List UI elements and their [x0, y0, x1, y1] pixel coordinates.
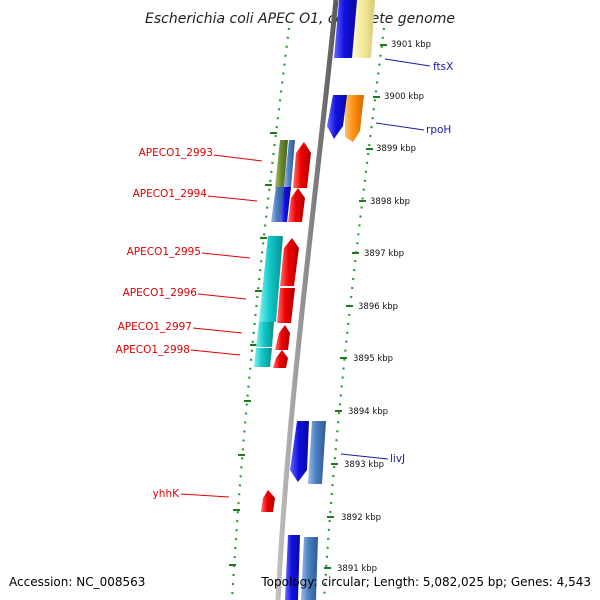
- cds-olive-2993[interactable]: [275, 140, 288, 188]
- kbp-label: 3894 kbp: [348, 407, 388, 417]
- cds-yellow-ftsX[interactable]: [351, 0, 375, 58]
- kbp-label: 3898 kbp: [370, 197, 410, 207]
- left-leader-lines: [180, 154, 263, 498]
- cds-orange-rpoH[interactable]: [345, 95, 364, 142]
- gene-label-apeco1-2993[interactable]: APECO1_2993: [139, 147, 213, 159]
- topology-text: Topology: circular; Length: 5,082,025 bp…: [260, 575, 591, 589]
- gene-label-apeco1-2997[interactable]: APECO1_2997: [118, 321, 192, 333]
- gene-label-apeco1-2994[interactable]: APECO1_2994: [133, 188, 208, 200]
- gene-label-rpoh[interactable]: rpoH: [426, 124, 451, 136]
- gene-label-ftsx[interactable]: ftsX: [433, 61, 453, 73]
- gene-label-livj[interactable]: livJ: [390, 453, 405, 465]
- gene-label-apeco1-2998[interactable]: APECO1_2998: [116, 344, 190, 356]
- cds-red-2997[interactable]: [275, 325, 290, 350]
- left-ring-ticks: [229, 132, 277, 566]
- genome-backbone: [275, 0, 339, 600]
- cds-steel-2993[interactable]: [284, 140, 295, 188]
- gene-labels-left: APECO1_2993 APECO1_2994 APECO1_2995 APEC…: [116, 147, 213, 500]
- right-ring-ticks: [324, 44, 387, 569]
- cds-red-2996[interactable]: [277, 288, 295, 323]
- cds-blue-top[interactable]: [334, 0, 357, 58]
- cds-steel-bottom[interactable]: [301, 537, 318, 600]
- cds-red-2993[interactable]: [293, 142, 311, 188]
- gene-labels-right: ftsX rpoH livJ: [390, 61, 453, 465]
- outer-ring-left: [230, 27, 291, 600]
- cds-steel-livJ[interactable]: [308, 421, 326, 484]
- kbp-label: 3891 kbp: [337, 564, 377, 574]
- kbp-label: 3897 kbp: [364, 249, 404, 259]
- cds-cyan-2998[interactable]: [254, 348, 272, 367]
- cds-cyan-2997[interactable]: [256, 322, 274, 347]
- kbp-tick-labels: 3901 kbp 3900 kbp 3899 kbp 3898 kbp 3897…: [337, 40, 431, 574]
- outer-features: [285, 0, 375, 600]
- kbp-label: 3899 kbp: [376, 144, 416, 154]
- accession-text: Accession: NC_008563: [9, 575, 145, 589]
- kbp-label: 3901 kbp: [391, 40, 431, 50]
- gene-label-yhhk[interactable]: yhhK: [153, 488, 181, 500]
- cds-blue-2994[interactable]: [280, 187, 291, 222]
- right-leader-lines: [340, 58, 431, 460]
- cds-red-2998[interactable]: [273, 350, 288, 368]
- inner-features: [254, 140, 311, 512]
- kbp-label: 3892 kbp: [341, 513, 381, 523]
- gene-label-apeco1-2995[interactable]: APECO1_2995: [127, 246, 201, 258]
- map-title: Escherichia coli APEC O1, complete genom…: [145, 11, 455, 27]
- cds-cyan-2995-2996[interactable]: [259, 236, 283, 322]
- kbp-label: 3896 kbp: [358, 302, 398, 312]
- kbp-label: 3893 kbp: [344, 460, 384, 470]
- gene-label-apeco1-2996[interactable]: APECO1_2996: [123, 287, 198, 299]
- kbp-label: 3900 kbp: [384, 92, 424, 102]
- outer-ring-right: [322, 27, 386, 600]
- cds-red-yhhK[interactable]: [261, 490, 275, 512]
- cds-red-2995[interactable]: [280, 238, 299, 286]
- cds-red-2994[interactable]: [288, 188, 305, 222]
- cds-steel-2994[interactable]: [271, 187, 284, 222]
- cds-blue-rpoH-adjacent[interactable]: [327, 95, 347, 139]
- kbp-label: 3895 kbp: [353, 354, 393, 364]
- cds-blue-bottom[interactable]: [285, 535, 300, 600]
- cds-blue-livJ[interactable]: [290, 421, 309, 482]
